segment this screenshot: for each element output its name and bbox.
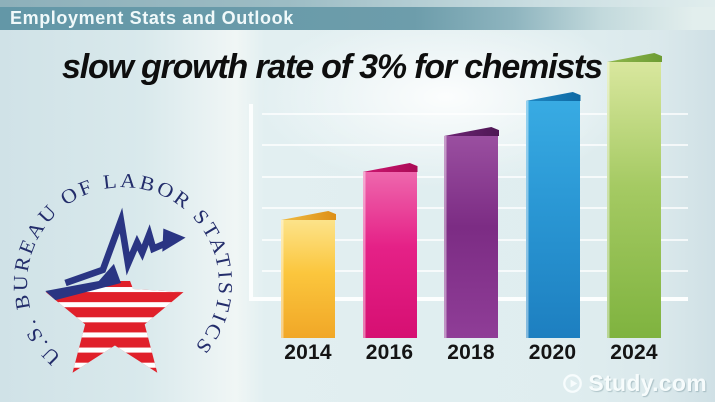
bar-2014 xyxy=(281,220,335,338)
watermark-text: Study.com xyxy=(588,370,707,396)
trend-arrowhead-icon xyxy=(162,228,186,252)
bar-label-2020: 2020 xyxy=(528,341,577,364)
bar-top-flap-2020 xyxy=(525,92,581,101)
bar-label-2016: 2016 xyxy=(365,341,414,364)
bar-top-flap-2014 xyxy=(281,211,336,220)
header: Employment Stats and Outlook xyxy=(0,0,715,30)
header-bar: Employment Stats and Outlook xyxy=(0,7,715,30)
watermark: Study.com xyxy=(562,370,707,397)
bar-label-2024: 2024 xyxy=(610,341,658,364)
trend-arrow-icon xyxy=(64,207,171,287)
bar-2024 xyxy=(607,62,661,338)
bar-2018 xyxy=(444,136,498,338)
bar-top-flap-2016 xyxy=(362,163,418,172)
gridline xyxy=(262,113,688,115)
bls-star-icon xyxy=(45,207,186,373)
header-title: Employment Stats and Outlook xyxy=(10,8,294,28)
bls-logo: U.S. BUREAU OF LABOR STATISTICS xyxy=(10,170,234,373)
bar-2020 xyxy=(525,101,580,338)
bar-top-flap-2018 xyxy=(444,127,499,136)
header-top-strip xyxy=(0,0,715,7)
y-axis-line xyxy=(249,104,253,301)
bar-label-2018: 2018 xyxy=(447,341,495,364)
bar-label-2014: 2014 xyxy=(284,341,332,364)
study-play-icon xyxy=(563,374,583,393)
bar-top-flap-2024 xyxy=(607,53,662,62)
star-navy-arm xyxy=(45,263,121,301)
bar-2016 xyxy=(362,172,417,338)
slide-title: slow growth rate of 3% for chemists xyxy=(62,48,603,86)
